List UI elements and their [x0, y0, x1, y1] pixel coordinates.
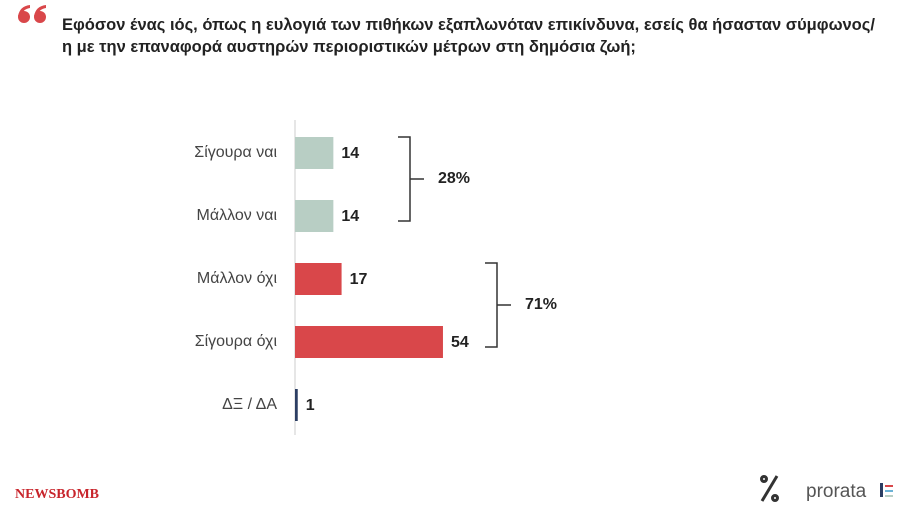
category-label: Μάλλον ναι — [197, 207, 278, 224]
source-icon — [880, 483, 893, 497]
group-total: 71% — [525, 296, 557, 313]
value-label: 14 — [341, 208, 359, 225]
bar — [295, 263, 342, 295]
group-total: 28% — [438, 170, 470, 187]
quote-icon — [18, 5, 46, 23]
value-label: 54 — [451, 334, 469, 351]
category-label: ΔΞ / ΔΑ — [222, 396, 277, 413]
category-label: Σίγουρα ναι — [194, 144, 277, 161]
bracket — [398, 136, 424, 222]
bar — [295, 389, 298, 421]
value-label: 17 — [350, 271, 368, 288]
source-logo: prorata — [806, 481, 867, 502]
chart-title: Εφόσον ένας ιός, όπως η ευλογιά των πιθή… — [62, 16, 875, 56]
bar — [295, 326, 443, 358]
bar — [295, 200, 334, 232]
value-label: 1 — [306, 397, 315, 414]
brand-logo: NEWSBOMB — [15, 487, 99, 502]
bar — [295, 137, 334, 169]
bracket — [485, 262, 511, 348]
value-label: 14 — [341, 145, 359, 162]
percent-icon — [760, 475, 779, 502]
category-label: Μάλλον όχι — [197, 270, 278, 287]
category-label: Σίγουρα όχι — [195, 333, 278, 350]
